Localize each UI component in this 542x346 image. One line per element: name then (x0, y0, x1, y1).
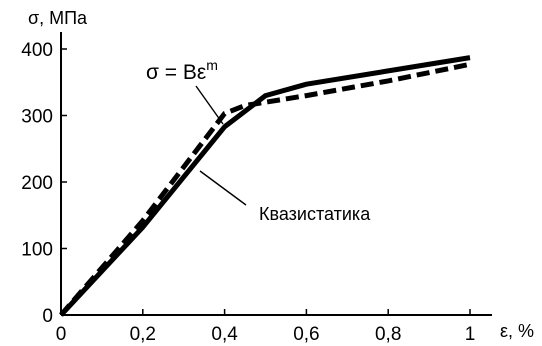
formula-base: σ = Bε (146, 61, 206, 84)
x-tick-label: 0 (56, 324, 67, 345)
quasistatic-label: Квазистатика (259, 204, 371, 224)
quasistatic-leader-line (199, 170, 247, 206)
x-tick-label: 0,4 (211, 324, 238, 345)
y-tick-label: 100 (21, 240, 53, 261)
x-tick-label: 1 (465, 324, 476, 345)
solid-series-line (59, 55, 471, 317)
x-tick-label: 0,2 (130, 324, 156, 345)
formula-annotation: σ = Bεm (146, 57, 218, 84)
dashed-series-line (59, 61, 471, 317)
y-ticks: 0 100 200 300 400 (21, 40, 67, 327)
x-axis-title: ε, % (500, 321, 534, 341)
x-tick-label: 0,8 (375, 324, 401, 345)
x-tick-label: 0,6 (293, 324, 319, 345)
x-ticks: 0 0,2 0,4 0,6 0,8 1 (56, 309, 476, 345)
y-tick-label: 200 (21, 173, 53, 194)
formula-superscript: m (206, 57, 218, 73)
y-tick-label: 0 (42, 306, 53, 327)
series-lines (59, 55, 471, 317)
y-tick-label: 400 (21, 40, 53, 61)
y-axis-title: σ, МПа (28, 8, 88, 28)
y-tick-label: 300 (21, 107, 53, 128)
formula-leader-line (195, 85, 224, 125)
